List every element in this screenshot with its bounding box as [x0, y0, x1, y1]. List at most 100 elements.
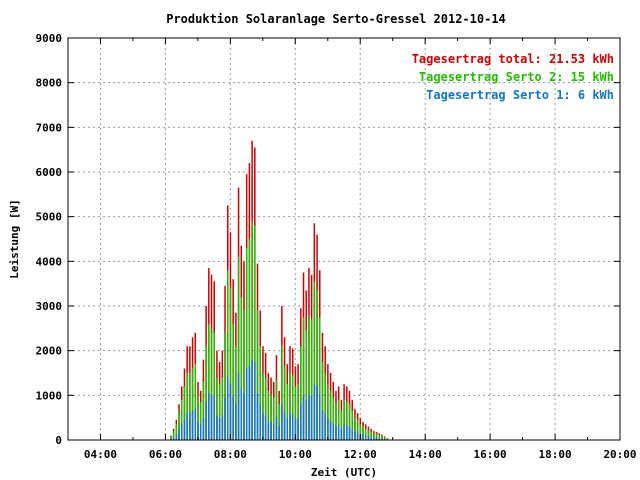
bar-serto1 [189, 413, 191, 440]
bar-serto1 [227, 377, 229, 440]
bar-serto2 [381, 435, 383, 440]
bar-serto1 [243, 393, 245, 440]
bar-serto2 [362, 426, 364, 440]
y-tick-label: 2000 [36, 345, 63, 358]
bar-serto1 [337, 424, 340, 440]
bar-serto2 [281, 346, 283, 440]
bar-serto1 [191, 410, 194, 440]
bar-serto1 [178, 430, 180, 440]
bar-serto1 [259, 404, 261, 440]
x-tick-label: 06:00 [149, 448, 182, 461]
bar-serto1 [205, 402, 207, 440]
bar-serto1 [340, 428, 343, 440]
bar-serto1 [273, 423, 275, 440]
bar-serto2 [321, 361, 324, 440]
bar-serto2 [259, 346, 261, 440]
bar-serto1 [170, 438, 172, 440]
bar-serto2 [294, 386, 297, 440]
bar-serto2 [243, 310, 245, 440]
bar-serto1 [237, 373, 240, 440]
bar-serto2 [275, 379, 278, 440]
bar-serto2 [302, 317, 305, 440]
bar-serto2 [297, 384, 299, 440]
y-tick-label: 6000 [36, 166, 63, 179]
bar-serto1 [346, 425, 348, 440]
bar-serto2 [356, 419, 359, 440]
bar-serto2 [273, 397, 275, 440]
bar-serto1 [348, 426, 351, 440]
bar-serto2 [351, 410, 353, 440]
bar-serto1 [343, 424, 345, 440]
bar-serto1 [197, 422, 199, 440]
bar-serto2 [202, 381, 205, 440]
bar-serto1 [254, 361, 256, 440]
bar-serto2 [308, 314, 310, 440]
bar-serto2 [270, 395, 272, 440]
bar-serto2 [235, 346, 237, 440]
bar-serto1 [281, 404, 283, 440]
bar-serto1 [370, 436, 372, 440]
bar-serto2 [316, 290, 318, 440]
bar-serto1 [213, 395, 215, 440]
bar-serto1 [354, 431, 356, 440]
bar-serto1 [240, 388, 243, 440]
bar-serto2 [218, 384, 221, 440]
bar-serto2 [199, 402, 202, 440]
bar-serto1 [172, 436, 175, 440]
bar-serto2 [245, 247, 248, 440]
bar-serto1 [294, 419, 297, 440]
bar-serto1 [183, 419, 186, 440]
bar-serto2 [332, 397, 335, 440]
bar-serto1 [378, 438, 381, 440]
bar-serto2 [291, 375, 294, 440]
bar-serto1 [270, 422, 272, 440]
bar-serto2 [359, 424, 362, 440]
bar-serto2 [340, 410, 343, 440]
bar-serto2 [194, 364, 197, 440]
bar-serto2 [213, 332, 215, 440]
bar-serto1 [216, 415, 218, 440]
bar-serto2 [256, 310, 259, 440]
bar-serto1 [362, 434, 364, 440]
bar-serto1 [210, 395, 213, 440]
bar-serto1 [275, 416, 278, 440]
bar-serto1 [335, 426, 337, 440]
bar-serto2 [178, 410, 180, 440]
bar-serto2 [313, 281, 316, 440]
bar-serto1 [383, 438, 386, 440]
bar-serto1 [297, 418, 299, 440]
bar-serto1 [202, 417, 205, 440]
bar-serto1 [289, 413, 291, 440]
y-tick-label: 9000 [36, 32, 63, 45]
bar-serto2 [208, 323, 210, 440]
bar-serto1 [381, 438, 383, 440]
bar-serto1 [194, 408, 197, 440]
bar-serto2 [337, 399, 340, 440]
x-tick-label: 20:00 [603, 448, 636, 461]
bar-serto2 [221, 377, 224, 440]
x-tick-label: 18:00 [538, 448, 571, 461]
bar-serto2 [262, 373, 264, 440]
x-tick-label: 14:00 [409, 448, 442, 461]
bar-serto1 [324, 414, 326, 440]
bar-serto1 [373, 437, 375, 440]
bar-serto1 [305, 399, 307, 440]
x-tick-label: 12:00 [344, 448, 377, 461]
legend-entry-serto1: Tagesertrag Serto 1: 6 kWh [426, 88, 614, 102]
bar-serto1 [365, 435, 367, 440]
bar-serto1 [267, 421, 270, 440]
bar-serto1 [264, 415, 267, 440]
legend-entry-total: Tagesertrag total: 21.53 kWh [412, 52, 614, 66]
bar-serto2 [210, 328, 213, 440]
bar-serto2 [183, 386, 186, 440]
bar-serto2 [300, 346, 302, 440]
bar-serto2 [170, 436, 172, 440]
x-tick-label: 16:00 [474, 448, 507, 461]
bar-serto2 [375, 434, 378, 440]
bar-serto1 [375, 437, 378, 440]
bar-serto2 [319, 317, 321, 440]
bar-serto2 [248, 239, 251, 440]
bar-serto1 [256, 393, 259, 440]
bar-serto1 [310, 395, 313, 440]
